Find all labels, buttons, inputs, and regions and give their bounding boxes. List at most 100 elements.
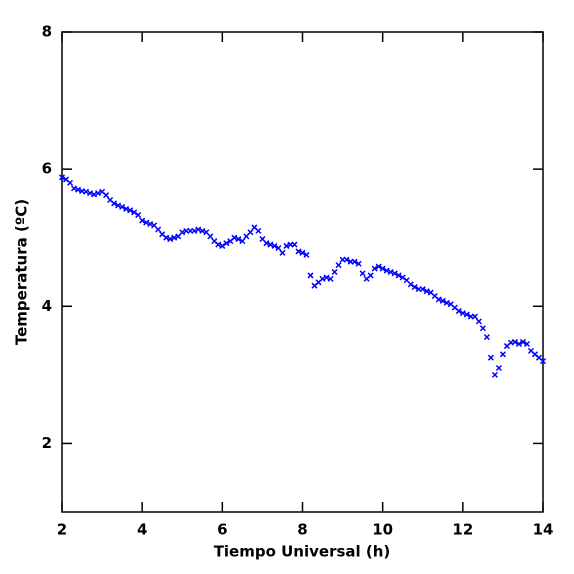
data-point xyxy=(267,241,274,248)
data-point xyxy=(359,270,366,277)
data-point xyxy=(371,265,378,272)
data-point xyxy=(271,242,278,249)
x-axis-label: Tiempo Universal (h) xyxy=(214,543,391,561)
data-point xyxy=(219,242,226,249)
y-tick-label: 6 xyxy=(42,160,52,178)
data-point xyxy=(487,354,494,361)
data-point xyxy=(411,284,418,291)
data-point xyxy=(459,310,466,317)
data-point xyxy=(58,174,66,181)
data-point xyxy=(307,272,314,279)
data-point xyxy=(179,229,186,236)
x-tick-label: 2 xyxy=(57,521,67,539)
data-point xyxy=(323,274,330,281)
data-point xyxy=(123,205,130,212)
y-tick-label: 4 xyxy=(42,297,52,315)
data-point xyxy=(439,297,446,304)
data-point xyxy=(295,248,302,255)
data-point xyxy=(375,263,382,270)
data-point xyxy=(407,281,414,288)
data-point xyxy=(499,351,506,358)
data-point xyxy=(423,288,430,295)
data-point xyxy=(87,190,94,197)
y-tick-label: 8 xyxy=(42,23,52,41)
data-point xyxy=(127,207,134,214)
data-point xyxy=(291,241,298,248)
data-point xyxy=(155,226,162,233)
y-axis-label: Temperatura (ºC) xyxy=(13,199,31,345)
data-point xyxy=(115,202,122,209)
data-point xyxy=(351,258,358,265)
data-point xyxy=(391,270,398,277)
data-point xyxy=(319,275,326,282)
data-point xyxy=(255,227,262,234)
data-point xyxy=(463,311,470,318)
data-point xyxy=(91,191,98,198)
x-tick-label: 8 xyxy=(297,521,307,539)
data-point xyxy=(103,192,110,199)
data-point xyxy=(515,340,522,348)
data-point xyxy=(327,275,334,282)
data-point xyxy=(343,256,350,263)
data-point xyxy=(119,203,126,210)
plot-frame xyxy=(61,31,544,513)
data-point xyxy=(163,234,170,241)
data-point xyxy=(523,340,530,348)
data-point xyxy=(279,249,286,256)
data-point xyxy=(275,244,282,252)
data-point xyxy=(495,364,502,372)
data-point xyxy=(483,334,490,341)
data-point xyxy=(215,241,222,248)
x-tick-label: 10 xyxy=(372,521,393,539)
data-point xyxy=(95,190,102,197)
data-point xyxy=(299,249,306,256)
data-point xyxy=(387,268,394,276)
data-point xyxy=(131,209,138,216)
data-point xyxy=(519,338,526,345)
data-point xyxy=(139,217,146,224)
data-point xyxy=(335,262,342,269)
data-point xyxy=(75,186,82,193)
data-point xyxy=(147,220,154,228)
data-point xyxy=(455,308,462,315)
data-point xyxy=(143,219,150,226)
data-point xyxy=(191,227,198,234)
data-point xyxy=(435,296,442,303)
data-point xyxy=(367,272,374,279)
x-tick-label: 12 xyxy=(452,521,473,539)
data-point xyxy=(283,242,290,249)
x-tick-label: 14 xyxy=(533,521,554,539)
data-point xyxy=(83,188,90,195)
data-point xyxy=(303,251,310,258)
data-point xyxy=(111,200,118,207)
data-point xyxy=(247,229,254,236)
data-point xyxy=(66,179,74,186)
data-point xyxy=(167,236,174,243)
data-point xyxy=(231,234,238,241)
data-point xyxy=(355,260,362,267)
data-point xyxy=(207,233,214,240)
data-point xyxy=(399,274,406,281)
data-point xyxy=(331,268,338,276)
data-point xyxy=(223,240,230,247)
data-point xyxy=(471,313,478,320)
data-point xyxy=(135,212,142,219)
data-point xyxy=(539,358,547,365)
data-point xyxy=(395,272,402,279)
data-point xyxy=(195,226,202,233)
data-point xyxy=(479,325,486,332)
y-tick-label: 2 xyxy=(42,434,52,452)
data-point xyxy=(171,234,178,241)
data-point xyxy=(239,238,246,245)
data-point xyxy=(419,286,426,293)
data-point xyxy=(475,318,482,325)
data-point xyxy=(491,371,498,378)
data-point xyxy=(199,227,206,234)
x-tick-label: 6 xyxy=(217,521,227,539)
data-point xyxy=(383,267,390,274)
data-point xyxy=(263,240,270,247)
data-point xyxy=(70,185,78,192)
x-tick-label: 4 xyxy=(137,521,147,539)
data-point xyxy=(235,236,242,243)
